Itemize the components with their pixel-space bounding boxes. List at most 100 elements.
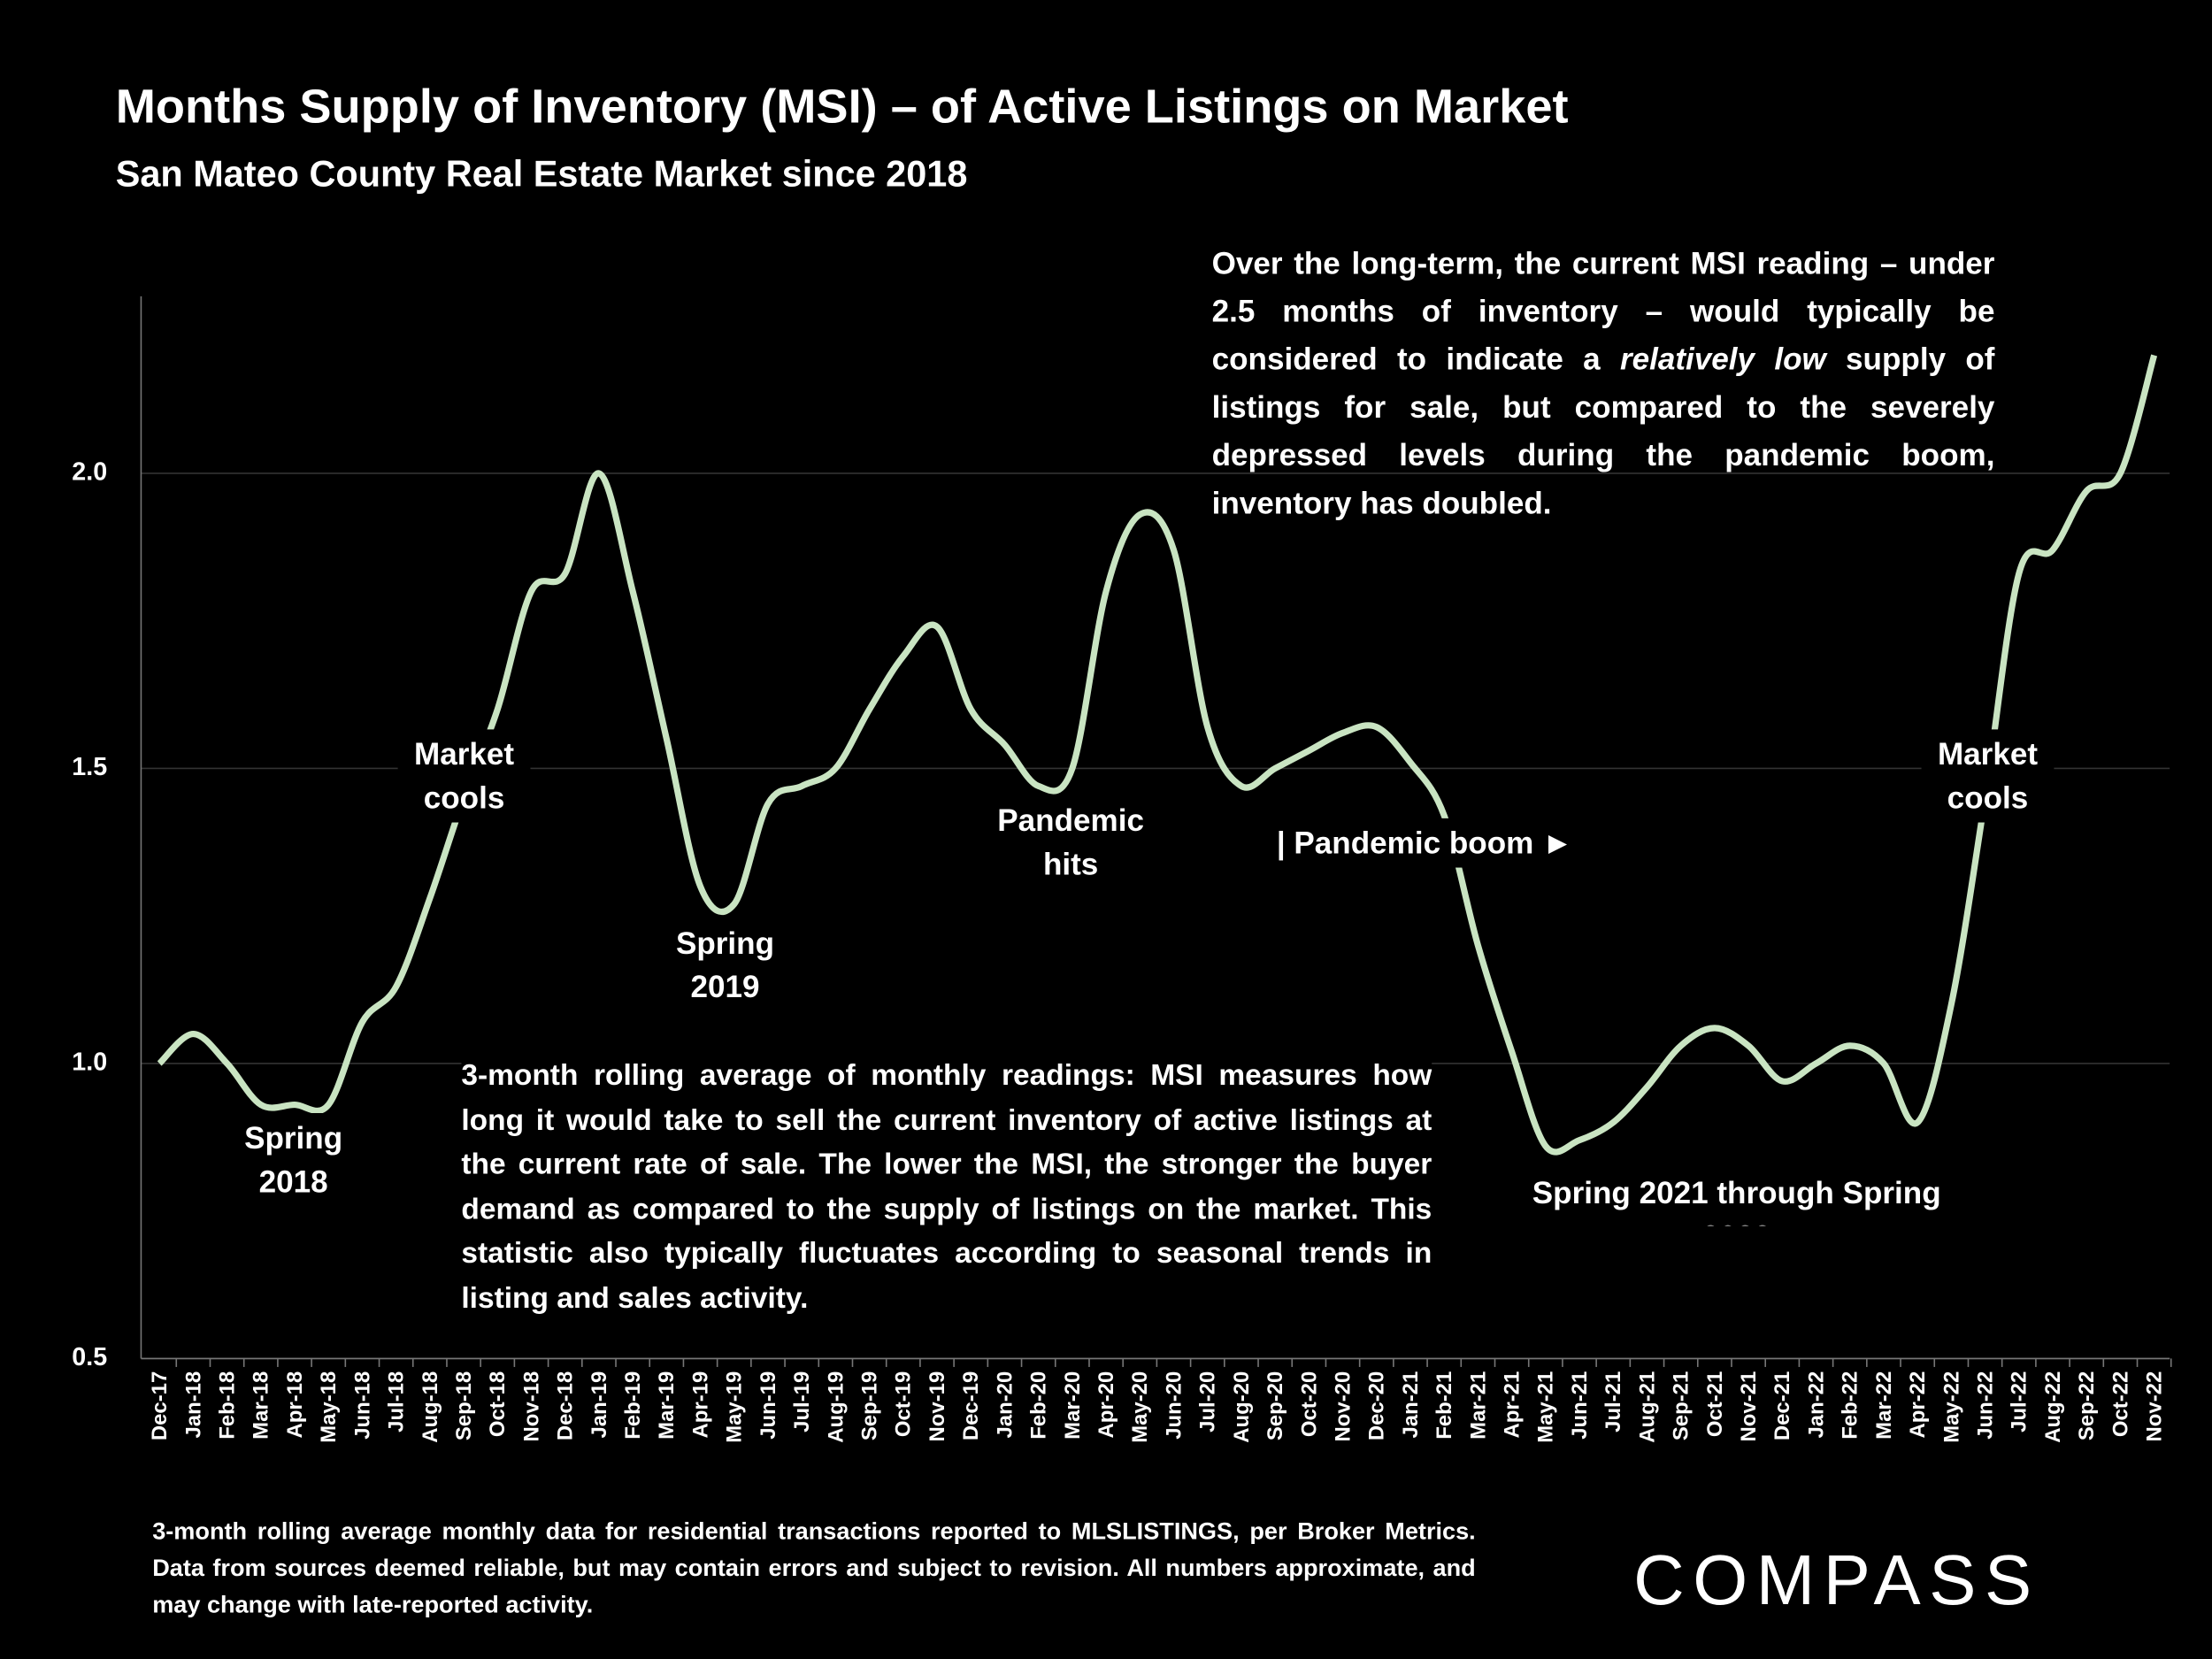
note-top-box: Over the long-term, the current MSI read… — [1212, 240, 1995, 527]
annotation-wrap: Market cools — [211, 729, 718, 823]
x-tick-label: Jun-18 — [350, 1371, 374, 1440]
x-tick-label: Nov-18 — [519, 1371, 543, 1442]
x-tick-label: Nov-22 — [2143, 1371, 2167, 1442]
annotation-box: Spring 2021 through Spring 2022 — [1482, 1168, 1991, 1226]
annotation-wrap: Spring 2021 through Spring 2022 — [1482, 1168, 1991, 1226]
x-tick-label: Apr-19 — [688, 1371, 712, 1439]
x-tick-label: Aug-19 — [824, 1371, 848, 1443]
x-tick-label: Aug-22 — [2041, 1371, 2065, 1443]
x-tick-label: Apr-22 — [1906, 1371, 1930, 1439]
annotation-box: Market cools — [1734, 729, 2212, 823]
x-tick-label: Aug-20 — [1230, 1371, 1254, 1443]
footnote: 3-month rolling average monthly data for… — [152, 1517, 1476, 1618]
annotation-line: cools — [1947, 780, 2029, 816]
x-tick-label: Oct-21 — [1703, 1371, 1727, 1437]
x-tick-label: May-20 — [1128, 1371, 1152, 1443]
annotation-line: Market — [414, 736, 515, 772]
x-tick-label: Apr-18 — [283, 1371, 307, 1439]
x-tick-label: May-22 — [1939, 1371, 1963, 1443]
annotation-wrap: Pandemic hits — [817, 795, 1325, 889]
x-tick-label: Jan-19 — [588, 1371, 611, 1439]
annotation-box: Market cools — [211, 729, 718, 823]
annotations: Spring 2018 Market cools Spring 2019 Pandemic h… — [211, 729, 2212, 1226]
x-tick-label: Sep-20 — [1263, 1371, 1287, 1440]
x-tick-label: May-21 — [1534, 1371, 1558, 1443]
note-text: Over the long-term, the current MSI read… — [1211, 245, 1995, 377]
note-emphasis: relatively low — [1619, 341, 1826, 377]
x-tick-label: Feb-20 — [1027, 1371, 1051, 1440]
annotation-box: Spring 2018 — [227, 1112, 360, 1207]
x-tick-label: Jul-22 — [2008, 1371, 2032, 1432]
annotation-line: cools — [423, 780, 505, 816]
y-tick-label: 1.5 — [72, 753, 107, 781]
annotation: Pandemic hits — [980, 795, 1162, 889]
annotation-line: Pandemic — [997, 803, 1144, 839]
y-tick-label: 0.5 — [72, 1343, 107, 1371]
y-tick-label: 2.0 — [72, 457, 107, 486]
note-text: supply of listings for sale, but compare… — [1211, 341, 1995, 521]
x-tick-label: Oct-22 — [2108, 1371, 2132, 1437]
x-tick-label: Feb-19 — [621, 1371, 645, 1440]
annotation: Market cools — [396, 729, 532, 823]
data-line — [157, 354, 2158, 1156]
x-tick-label: Dec-20 — [1365, 1371, 1389, 1440]
x-tick-label: Jun-21 — [1568, 1371, 1592, 1440]
annotation-wrap: Market cools — [1734, 729, 2212, 823]
x-tick-label: Jul-19 — [790, 1371, 814, 1432]
x-tick-label: Sep-21 — [1670, 1371, 1694, 1440]
annotation: Spring 2018 — [227, 1112, 360, 1207]
note-middle-box: 3-month rolling average of monthly readi… — [461, 1054, 1432, 1321]
annotation-wrap: | Pandemic boom ► — [1171, 818, 1678, 868]
annotation-box: Pandemic hits — [817, 795, 1325, 889]
x-tick-label: Jan-20 — [993, 1371, 1017, 1439]
x-tick-label: Jun-19 — [757, 1371, 780, 1440]
plot — [157, 354, 2158, 1156]
x-tick-label: Oct-19 — [892, 1371, 916, 1437]
x-tick-label: May-19 — [723, 1371, 747, 1443]
x-tick-label: Jul-18 — [385, 1371, 409, 1432]
x-tick-label: Aug-21 — [1635, 1371, 1659, 1443]
x-tick-label: Mar-21 — [1466, 1371, 1490, 1440]
x-tick-label: Mar-18 — [250, 1371, 273, 1440]
annotation-line: Market — [1937, 736, 2039, 772]
x-tick-label: Jul-20 — [1196, 1371, 1220, 1432]
annotation: Spring 2021 through Spring 2022 — [1482, 1168, 1991, 1226]
annotation: Market cools — [1920, 729, 2055, 823]
note-top: Over the long-term, the current MSI read… — [1212, 240, 1995, 527]
annotation-line: 2019 — [690, 969, 760, 1005]
annotation-box: Spring 2019 — [472, 918, 979, 1012]
annotation-line: 2018 — [258, 1164, 328, 1200]
x-tick-label: Dec-21 — [1770, 1371, 1794, 1440]
annotation: Spring 2019 — [658, 918, 792, 1012]
annotation-line: Spring — [244, 1119, 343, 1156]
x-tick-label: Oct-20 — [1297, 1371, 1321, 1437]
x-tick-label: Nov-20 — [1331, 1371, 1355, 1442]
annotation-line: hits — [1042, 846, 1099, 882]
x-tick-label: Dec-17 — [148, 1371, 172, 1440]
x-tick-label: Feb-21 — [1432, 1371, 1456, 1440]
x-tick-label: Sep-18 — [452, 1371, 476, 1440]
x-tick-label: Jun-20 — [1162, 1371, 1186, 1440]
x-tick-label: Nov-19 — [926, 1371, 949, 1442]
x-tick-label: Mar-20 — [1061, 1371, 1085, 1440]
x-tick-label: Sep-22 — [2075, 1371, 2099, 1440]
x-tick-label: Apr-20 — [1094, 1371, 1118, 1439]
note-middle: 3-month rolling average of monthly readi… — [461, 1054, 1432, 1321]
annotation-box: | Pandemic boom ► — [1171, 818, 1678, 868]
chart-subtitle: San Mateo County Real Estate Market sinc… — [116, 152, 968, 194]
x-tick-label: Feb-22 — [1839, 1371, 1863, 1440]
x-tick-label: Jan-18 — [181, 1371, 205, 1439]
x-tick-label: Jun-22 — [1973, 1371, 1997, 1440]
annotation-line: | Pandemic boom ► — [1276, 825, 1573, 861]
y-tick-label: 1.0 — [72, 1048, 107, 1076]
chart-title: Months Supply of Inventory (MSI) – of Ac… — [116, 81, 1569, 134]
x-tick-label: Sep-19 — [858, 1371, 882, 1440]
x-tick-label: Feb-18 — [215, 1371, 239, 1440]
x-tick-label: Jul-21 — [1601, 1371, 1625, 1432]
x-tick-label: May-18 — [317, 1371, 341, 1443]
annotation-wrap: Spring 2019 — [472, 918, 979, 1012]
x-tick-label: Dec-18 — [554, 1371, 578, 1440]
footnote-box: 3-month rolling average monthly data for… — [152, 1517, 1476, 1618]
x-tick-label: Aug-18 — [419, 1371, 442, 1443]
